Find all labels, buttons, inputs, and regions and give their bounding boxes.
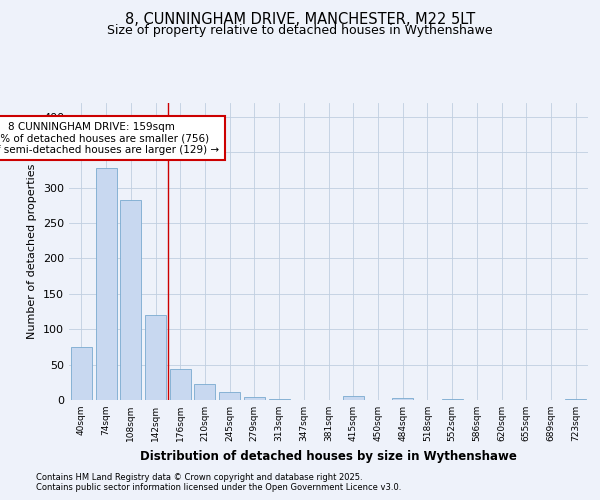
Bar (194, 384, 215, 400)
Text: Contains HM Land Registry data © Crown copyright and database right 2025.: Contains HM Land Registry data © Crown c… (36, 472, 362, 482)
Text: 8 CUNNINGHAM DRIVE: 159sqm
← 85% of detached houses are smaller (756)
15% of sem: 8 CUNNINGHAM DRIVE: 159sqm ← 85% of deta… (0, 122, 219, 155)
Bar (244, 397, 265, 400)
Bar (442, 398, 463, 400)
Text: Contains public sector information licensed under the Open Government Licence v3: Contains public sector information licen… (36, 484, 401, 492)
Bar (71, 347, 92, 400)
Y-axis label: Number of detached properties: Number of detached properties (28, 164, 37, 339)
Bar (269, 398, 290, 400)
X-axis label: Distribution of detached houses by size in Wythenshawe: Distribution of detached houses by size … (140, 450, 517, 462)
Text: 8, CUNNINGHAM DRIVE, MANCHESTER, M22 5LT: 8, CUNNINGHAM DRIVE, MANCHESTER, M22 5LT (125, 12, 475, 28)
Bar (392, 398, 413, 400)
Bar (170, 369, 191, 400)
Bar (219, 392, 240, 400)
Bar (145, 315, 166, 400)
Text: Size of property relative to detached houses in Wythenshawe: Size of property relative to detached ho… (107, 24, 493, 37)
Bar (120, 200, 141, 400)
Bar (565, 398, 586, 400)
Bar (95, 168, 116, 400)
Bar (343, 396, 364, 400)
